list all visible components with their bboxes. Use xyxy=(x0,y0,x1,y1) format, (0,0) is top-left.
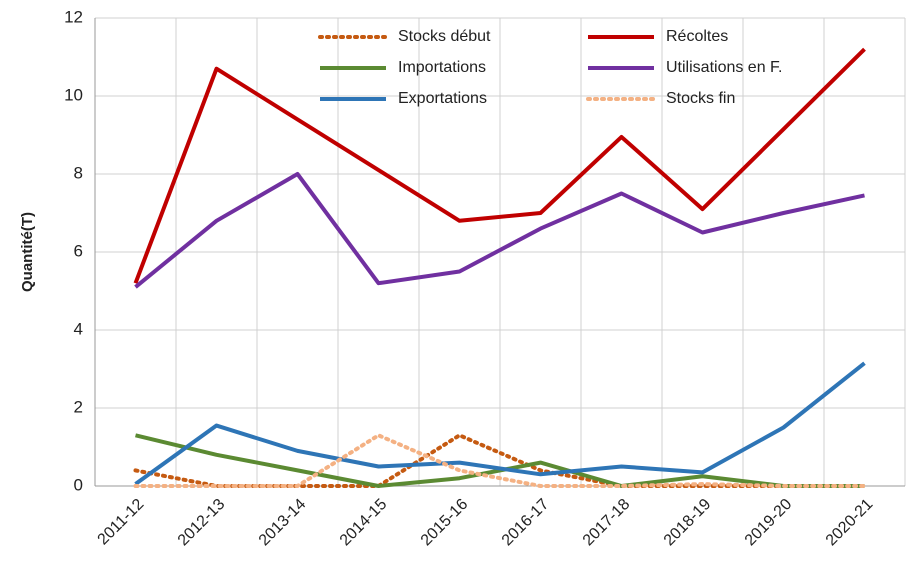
series-line xyxy=(133,433,867,488)
x-tick-label: 2013-14 xyxy=(256,496,310,550)
x-tick-label: 2016-17 xyxy=(499,496,553,550)
legend-label: Importations xyxy=(398,59,486,76)
legend-label: Stocks fin xyxy=(666,90,735,107)
series-line xyxy=(134,361,866,486)
legend-label: Récoltes xyxy=(666,28,728,45)
y-tick-label: 12 xyxy=(64,7,83,26)
legend-label: Utilisations en F. xyxy=(666,59,783,76)
series-line xyxy=(134,172,865,289)
y-tick-label: 2 xyxy=(74,397,83,416)
x-tick-label: 2019-20 xyxy=(742,496,796,550)
x-tick-label: 2014-15 xyxy=(337,496,391,550)
series-line xyxy=(133,47,866,284)
x-tick-label: 2015-16 xyxy=(418,496,472,550)
y-tick-label: 6 xyxy=(74,241,83,260)
x-tick-label: 2017-18 xyxy=(580,496,634,550)
y-tick-label: 4 xyxy=(74,319,83,338)
legend-label: Stocks début xyxy=(398,28,491,45)
x-tick-label: 2018-19 xyxy=(661,496,715,550)
x-tick-label: 2011-12 xyxy=(95,496,148,549)
y-axis-label: Quantité(T) xyxy=(19,212,36,292)
y-tick-label: 10 xyxy=(64,85,83,104)
legend-label: Exportations xyxy=(398,90,487,107)
y-tick-label: 8 xyxy=(74,163,83,182)
x-tick-label: 2020-21 xyxy=(823,496,877,550)
x-tick-label: 2012-13 xyxy=(175,496,229,550)
y-tick-label: 0 xyxy=(74,475,83,494)
